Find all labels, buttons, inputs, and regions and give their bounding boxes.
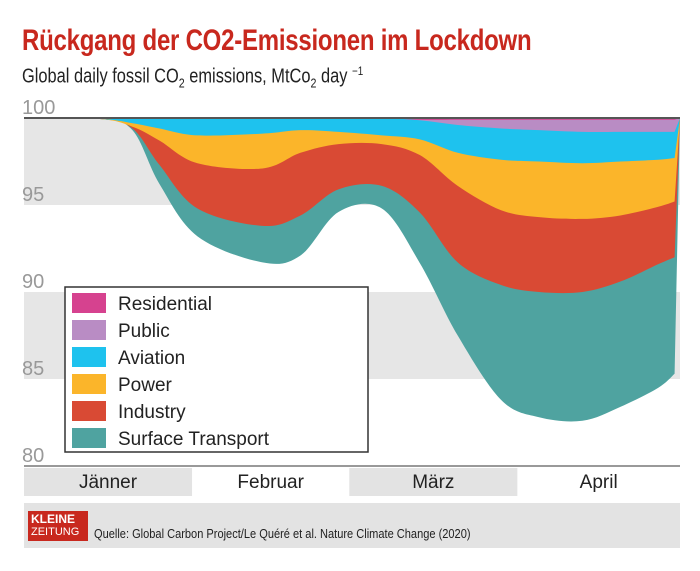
area-public [24,117,680,133]
y-tick-label: 95 [22,184,44,206]
legend-swatch [72,347,106,367]
subtitle-sub: 2 [178,75,185,91]
y-tick-label: 100 [22,97,55,119]
legend-swatch [72,320,106,340]
month-label: Jänner [79,472,138,493]
kleine-zeitung-logo: KLEINE ZEITUNG [28,511,88,541]
month-label: April [580,472,618,493]
subtitle-text: day [316,65,352,88]
month-band [24,468,193,496]
y-tick-label: 80 [22,445,44,467]
subtitle-sub: 2 [310,75,317,91]
legend-swatch [72,401,106,421]
legend-label: Power [118,375,173,396]
legend-label: Residential [118,294,212,315]
area-aviation [24,118,680,164]
legend-swatch [72,374,106,394]
subtitle-text: emissions, MtCo [184,65,311,88]
chart-title: Rückgang der CO2-Emissionen im Lockdown [22,24,532,57]
legend-label: Public [118,321,170,342]
chart-subtitle: Global daily fossil CO2 emissions, MtCo2… [22,64,363,91]
month-label: Februar [237,472,304,493]
logo-line1: KLEINE [31,512,76,526]
footer: KLEINE ZEITUNG Quelle: Global Carbon Proj… [24,503,680,548]
y-tick-label: 90 [22,271,44,293]
legend-label: Surface Transport [118,429,270,450]
month-label: März [412,472,454,493]
legend-label: Industry [118,402,186,423]
legend-box [64,286,369,453]
subtitle-text: Global daily fossil CO [22,65,179,88]
legend-label: Aviation [118,348,185,369]
legend-swatch [72,428,106,448]
month-band [349,468,518,496]
subtitle-sup: −1 [351,64,364,78]
logo-line2: ZEITUNG [31,526,80,538]
source-note: Quelle: Global Carbon Project/Le Quéré e… [94,526,471,541]
legend-swatch [72,293,106,313]
y-tick-label: 85 [22,358,44,380]
